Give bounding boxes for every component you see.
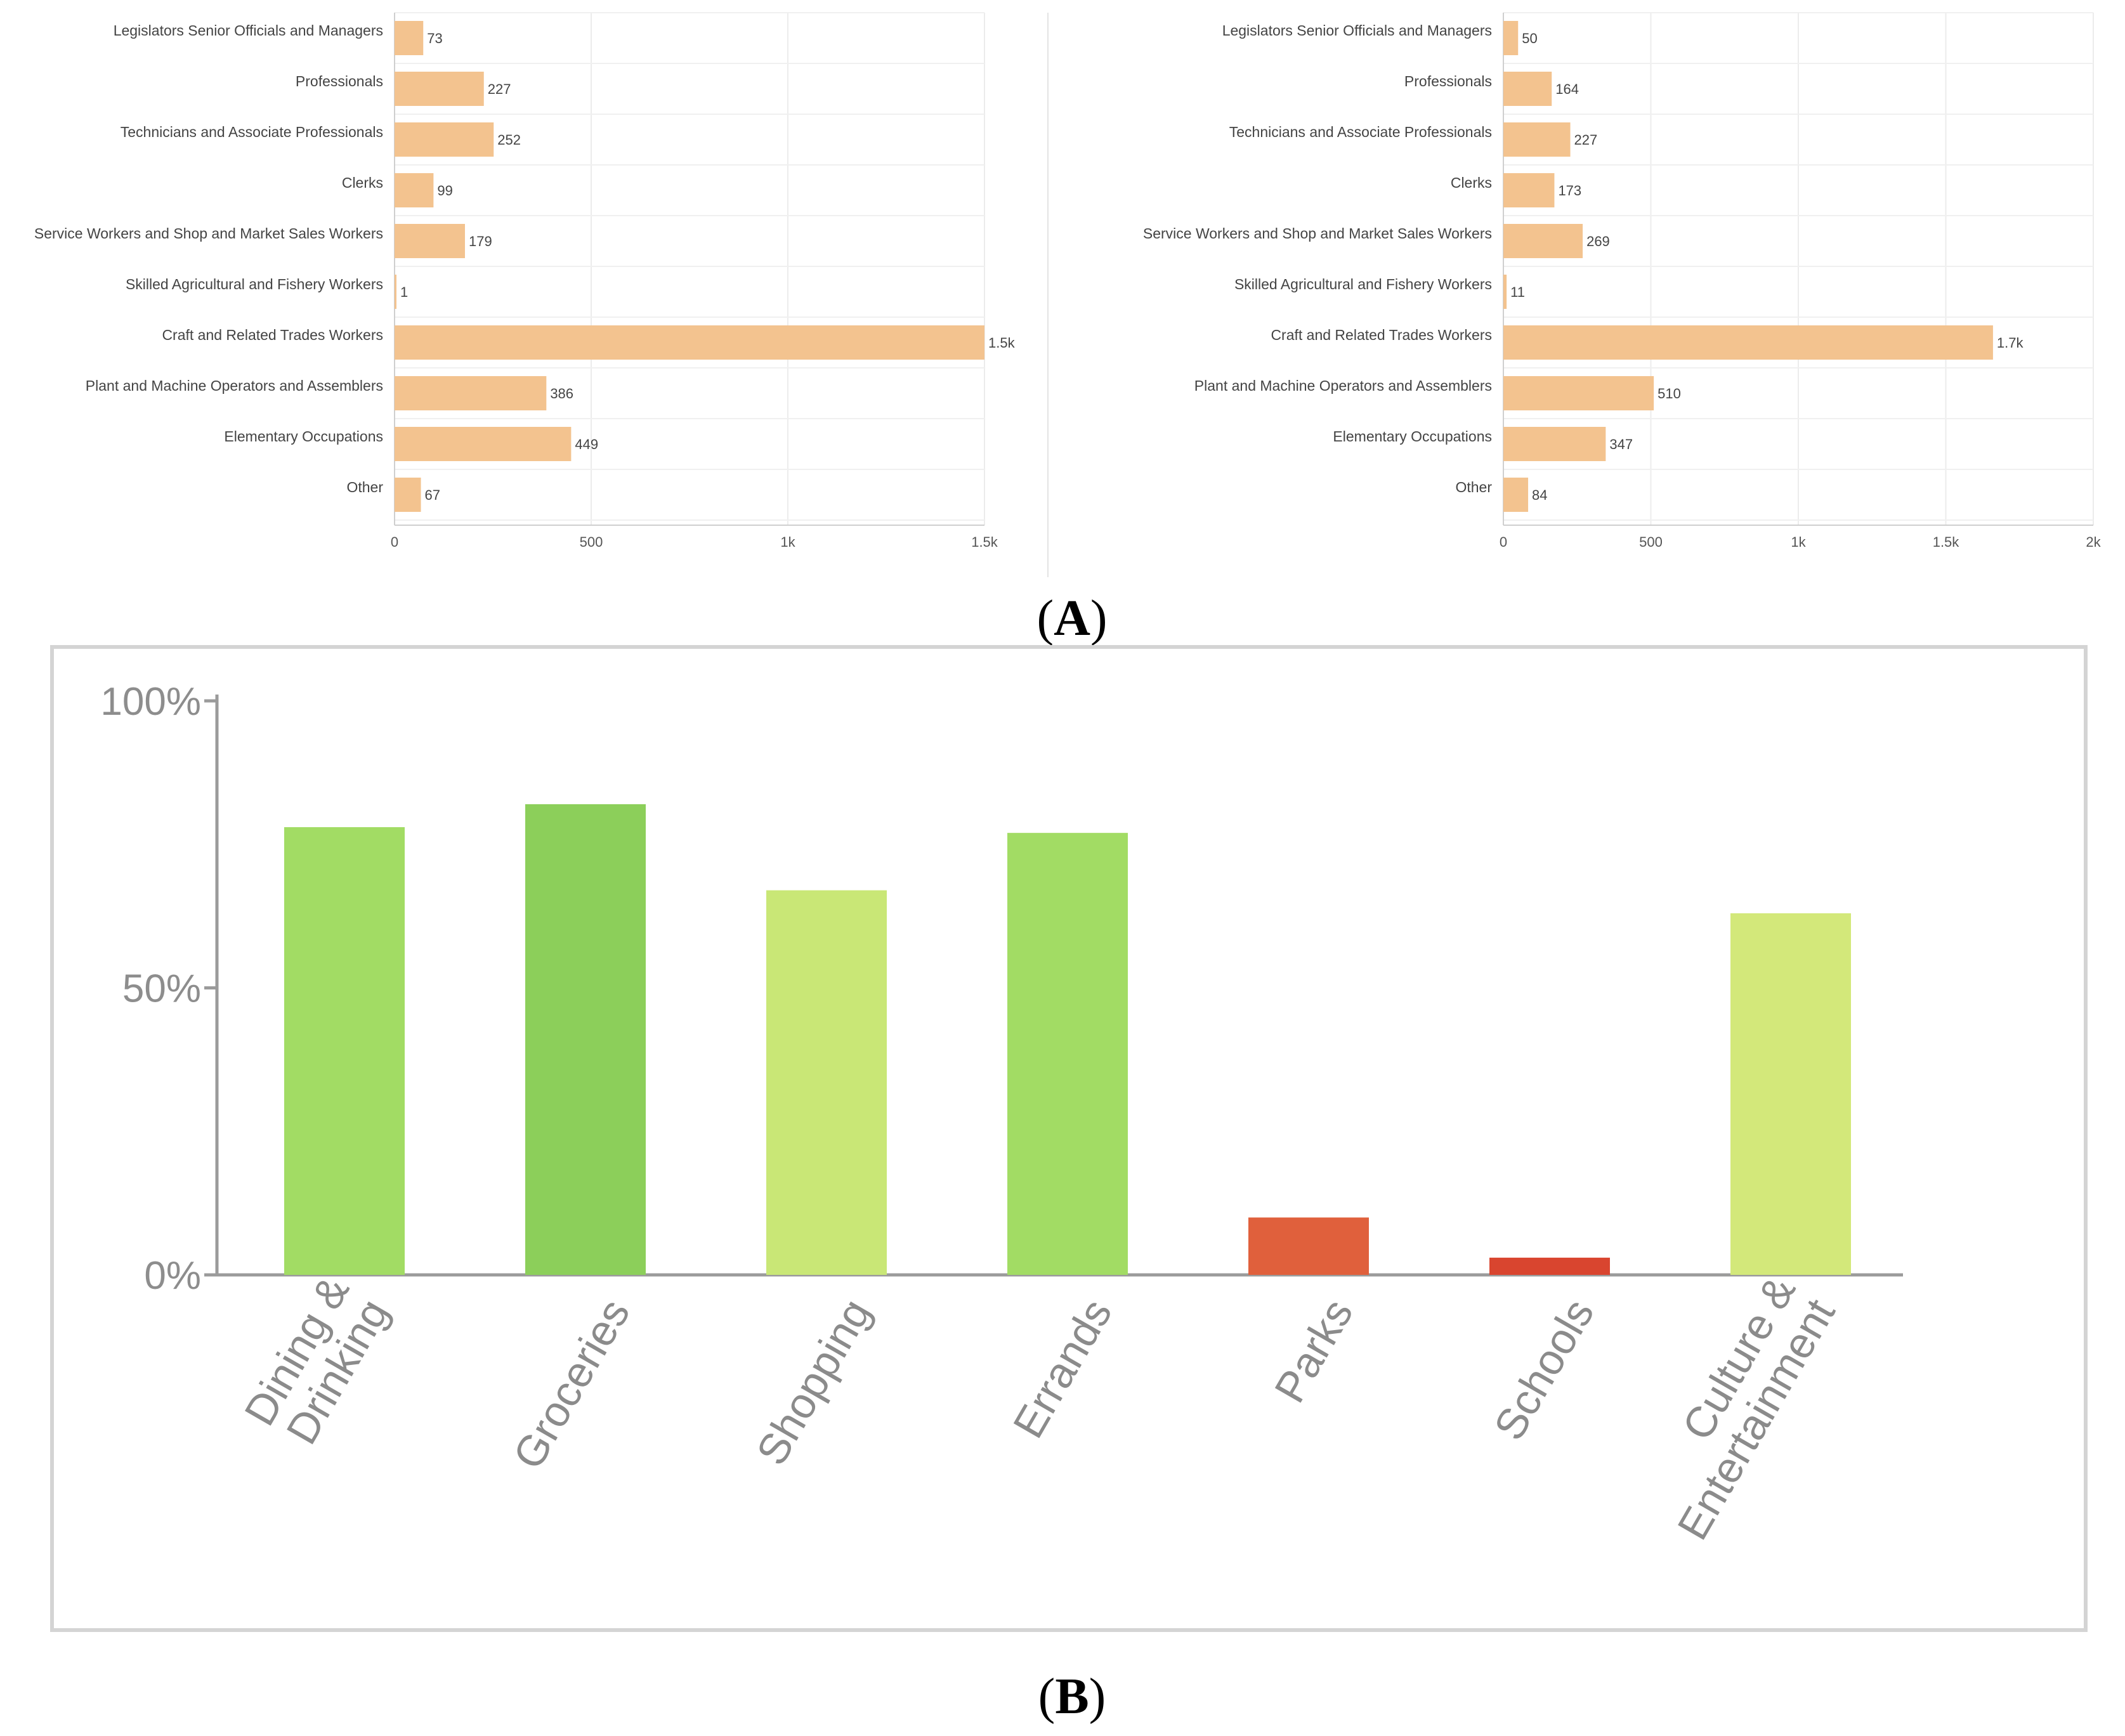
- panel-label-b: (B): [1038, 1669, 1106, 1725]
- a2-x-tick-label: 0: [1500, 534, 1507, 550]
- a2-bar: [1503, 173, 1555, 207]
- a2-bar: [1503, 325, 1993, 360]
- chart-b-bar: [1007, 833, 1128, 1275]
- a2-bar: [1503, 72, 1552, 106]
- a1-data-label: 252: [497, 132, 521, 148]
- a1-bar: [395, 173, 434, 207]
- chart-b-y-tick-label: 0%: [144, 1254, 201, 1298]
- a1-data-label: 99: [437, 183, 452, 199]
- a1-data-label: 386: [550, 386, 573, 401]
- a2-data-label: 347: [1609, 436, 1633, 452]
- chart-b-category-label-line: Groceries: [504, 1291, 639, 1477]
- a1-bar: [395, 224, 465, 258]
- a1-bar: [395, 275, 396, 309]
- a2-bar: [1503, 21, 1519, 55]
- a2-bar: [1503, 275, 1507, 309]
- a2-x-tick-label: 500: [1639, 534, 1663, 550]
- a2-data-label: 84: [1532, 487, 1547, 503]
- a2-data-label: 50: [1522, 30, 1537, 46]
- a1-bar: [395, 122, 494, 157]
- chart-b-category-label: Groceries: [504, 1291, 639, 1477]
- a2-x-tick-label: 1k: [1791, 534, 1806, 550]
- a1-bar: [395, 21, 424, 55]
- chart-b-bar: [525, 804, 646, 1275]
- a1-x-tick-label: 500: [580, 534, 603, 550]
- a1-data-label: 179: [469, 233, 492, 249]
- chart-b-bar: [1489, 1257, 1610, 1275]
- chart-b-category-label-line: Schools: [1485, 1291, 1604, 1449]
- a2-category-label: Skilled Agricultural and Fishery Workers: [1234, 276, 1492, 292]
- chart-b-bar: [284, 827, 405, 1275]
- a1-bar: [395, 72, 484, 106]
- a2-category-label: Elementary Occupations: [1333, 428, 1492, 445]
- a2-data-label: 1.7k: [1997, 335, 2024, 351]
- chart-b-bar: [1248, 1217, 1369, 1275]
- a1-data-label: 1: [400, 284, 408, 300]
- a2-bar: [1503, 478, 1529, 512]
- a2-category-label: Service Workers and Shop and Market Sale…: [1143, 225, 1492, 242]
- a2-category-label: Clerks: [1451, 174, 1492, 191]
- a1-x-tick-label: 1k: [780, 534, 795, 550]
- a2-bar: [1503, 427, 1606, 461]
- a1-data-label: 73: [427, 30, 442, 46]
- chart-a-left: 0 500 1k 1.5k Legislators Senior Officials a…: [34, 12, 1016, 550]
- panel-divider: [1047, 13, 1049, 577]
- a2-bar: [1503, 224, 1583, 258]
- a2-category-label: Other: [1455, 479, 1492, 495]
- a1-data-label: 1.5k: [988, 335, 1016, 351]
- a2-bar: [1503, 122, 1571, 157]
- chart-b-y-tick-label: 100%: [100, 680, 201, 724]
- chart-b-category-label-line: Errands: [1004, 1291, 1121, 1446]
- panel-label-a: (A): [1036, 591, 1108, 646]
- a1-category-label: Clerks: [342, 174, 383, 191]
- a1-category-label: Plant and Machine Operators and Assemble…: [86, 377, 383, 394]
- chart-b: 0% 50% 100% Dining &Drinking Groceries Shoppi…: [50, 645, 2088, 1632]
- a1-category-label: Professionals: [296, 73, 383, 89]
- a1-bar: [395, 325, 984, 360]
- a2-category-label: Professionals: [1404, 73, 1492, 89]
- a2-data-label: 269: [1586, 233, 1610, 249]
- a2-data-label: 227: [1574, 132, 1598, 148]
- chart-b-category-label: Schools: [1485, 1291, 1604, 1449]
- a1-bar: [395, 427, 572, 461]
- chart-b-category-label: Culture &Entertainment: [1629, 1268, 1845, 1548]
- a1-data-label: 449: [575, 436, 598, 452]
- a1-category-label: Service Workers and Shop and Market Sale…: [34, 225, 383, 242]
- a2-x-tick-label: 2k: [2086, 534, 2101, 550]
- a2-data-label: 11: [1510, 284, 1525, 300]
- chart-b-frame: [50, 645, 2088, 1632]
- a2-category-label: Craft and Related Trades Workers: [1271, 327, 1492, 343]
- a2-category-label: Legislators Senior Officials and Manager…: [1222, 22, 1492, 39]
- a1-bar: [395, 376, 547, 410]
- a2-data-label: 164: [1555, 81, 1579, 97]
- a1-category-label: Other: [346, 479, 383, 495]
- a1-category-label: Technicians and Associate Professionals: [121, 124, 383, 140]
- a1-data-label: 67: [425, 487, 440, 503]
- chart-b-category-label: Errands: [1004, 1291, 1121, 1446]
- a1-bar: [395, 478, 421, 512]
- a2-data-label: 510: [1658, 386, 1681, 401]
- chart-b-category-label-line: Shopping: [747, 1291, 880, 1473]
- chart-b-category-label: Dining &Drinking: [235, 1269, 398, 1457]
- a1-x-tick-label: 1.5k: [971, 534, 998, 550]
- a2-data-label: 173: [1558, 183, 1581, 199]
- a1-category-label: Skilled Agricultural and Fishery Workers: [126, 276, 383, 292]
- a1-category-label: Craft and Related Trades Workers: [162, 327, 383, 343]
- a1-category-label: Elementary Occupations: [224, 428, 383, 445]
- a2-x-tick-label: 1.5k: [1933, 534, 1960, 550]
- a2-bar: [1503, 376, 1654, 410]
- a1-data-label: 227: [488, 81, 511, 97]
- a2-category-label: Plant and Machine Operators and Assemble…: [1194, 377, 1492, 394]
- chart-b-y-tick-label: 50%: [122, 967, 201, 1011]
- a2-category-label: Technicians and Associate Professionals: [1229, 124, 1492, 140]
- a1-category-label: Legislators Senior Officials and Manager…: [114, 22, 383, 39]
- chart-b-category-label: Shopping: [747, 1291, 880, 1473]
- a1-x-tick-label: 0: [391, 534, 398, 550]
- chart-b-category-label-line: Parks: [1265, 1291, 1363, 1411]
- chart-a-right: 0 500 1k 1.5k 2k Legislators Senior Officials…: [1143, 12, 2102, 550]
- chart-b-bar: [1730, 913, 1851, 1275]
- chart-b-bar: [766, 890, 887, 1275]
- chart-b-category-label: Parks: [1265, 1291, 1363, 1411]
